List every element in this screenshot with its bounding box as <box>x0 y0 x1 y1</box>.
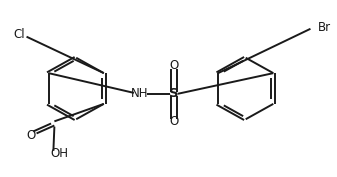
Text: O: O <box>169 115 178 128</box>
Text: O: O <box>26 129 35 142</box>
Text: OH: OH <box>51 147 68 160</box>
Text: S: S <box>169 87 178 100</box>
Text: Cl: Cl <box>13 28 25 41</box>
Text: Br: Br <box>318 21 331 33</box>
Text: NH: NH <box>131 87 149 100</box>
Text: O: O <box>169 59 178 72</box>
